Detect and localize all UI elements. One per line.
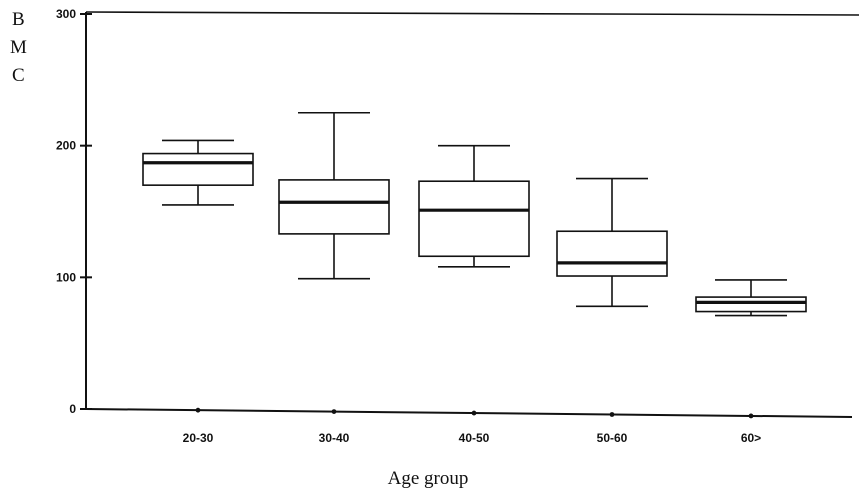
y-axis-label: B M C (10, 9, 27, 86)
x-tick-label: 60> (741, 431, 761, 445)
y-axis-ticks: 0 100 200 300 (56, 7, 92, 416)
x-tick-mark (748, 413, 754, 419)
box-50-60 (556, 177, 668, 308)
box-series (142, 111, 807, 317)
x-tick-mark (471, 410, 477, 416)
y-axis-label-letter-2: M (10, 37, 27, 58)
x-tick-label: 30-40 (319, 431, 350, 445)
box-40-50 (418, 144, 530, 268)
x-tick-mark (195, 407, 201, 413)
plot-frame-top (85, 11, 859, 16)
x-tick-mark (331, 409, 337, 414)
iqr-box (556, 230, 668, 277)
y-tick-label: 100 (56, 270, 76, 284)
iqr-box (278, 179, 390, 235)
y-axis-label-letter-3: C (12, 65, 25, 86)
iqr-box (142, 152, 254, 186)
iqr-box (418, 180, 530, 258)
iqr-box (695, 296, 807, 313)
x-axis-label: Age group (388, 468, 469, 489)
y-tick-label: 0 (69, 402, 76, 416)
x-tick-label: 20-30 (183, 431, 214, 445)
box-20-30 (142, 139, 254, 206)
box-60> (695, 279, 807, 317)
x-tick-label: 40-50 (459, 431, 490, 445)
box-30-40 (278, 111, 390, 280)
x-axis-line (85, 408, 853, 418)
x-tick-label: 50-60 (597, 431, 628, 445)
x-axis-categories: 20-30 30-40 40-50 50-60 60> (183, 407, 761, 445)
y-axis-label-letter-1: B (12, 9, 25, 30)
y-tick-label: 300 (56, 7, 76, 21)
x-tick-mark (609, 412, 615, 417)
y-tick-label: 200 (56, 139, 76, 153)
